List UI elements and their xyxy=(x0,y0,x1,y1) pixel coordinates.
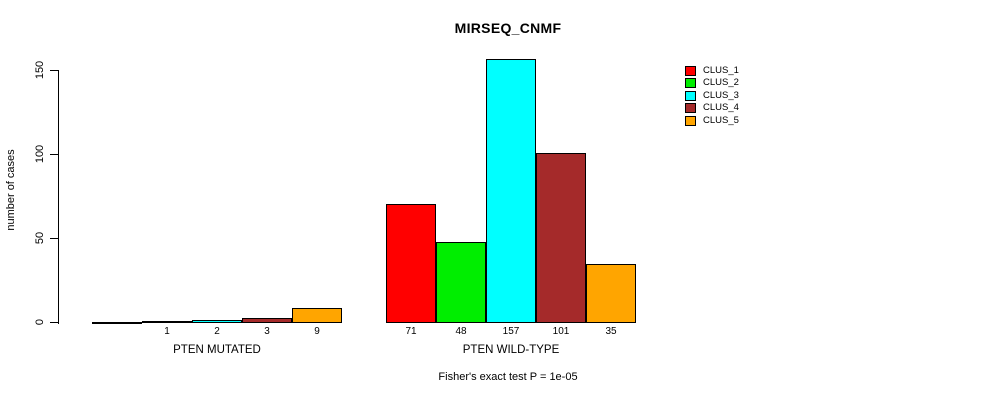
bar xyxy=(142,321,192,323)
y-axis-label: number of cases xyxy=(5,149,17,231)
legend-label: CLUS_1 xyxy=(703,65,739,76)
bar xyxy=(242,318,292,323)
y-tick xyxy=(50,154,58,155)
y-tick-label: 50 xyxy=(34,231,46,245)
bar xyxy=(192,320,242,323)
y-tick xyxy=(50,238,58,239)
group-label: PTEN MUTATED xyxy=(173,344,261,356)
bar-value-label: 101 xyxy=(552,326,570,337)
bar xyxy=(436,242,486,323)
bar xyxy=(486,59,536,323)
bar-value-label: 71 xyxy=(405,326,417,337)
legend-swatch xyxy=(685,103,696,114)
legend-swatch xyxy=(685,115,696,126)
y-tick xyxy=(50,322,58,323)
bar-value-label: 35 xyxy=(605,326,617,337)
legend-label: CLUS_2 xyxy=(703,77,739,89)
legend-swatch xyxy=(685,90,696,101)
y-axis-line xyxy=(58,70,59,324)
bar xyxy=(586,264,636,323)
legend-label: CLUS_4 xyxy=(703,102,739,114)
bar xyxy=(292,308,342,323)
y-tick-label: 100 xyxy=(34,144,46,164)
bar xyxy=(92,322,142,324)
y-tick xyxy=(50,70,58,71)
legend-label: CLUS_5 xyxy=(703,114,739,126)
bar xyxy=(536,153,586,323)
legend-label: CLUS_3 xyxy=(703,89,739,101)
legend-swatch xyxy=(685,78,696,89)
bar xyxy=(386,204,436,323)
y-tick-label: 0 xyxy=(34,318,46,326)
chart-title: MIRSEQ_CNMF xyxy=(454,20,562,36)
y-tick-label: 150 xyxy=(34,60,46,80)
bar-value-label: 48 xyxy=(455,326,467,337)
bar-value-label: 3 xyxy=(264,326,270,337)
annotation-text: Fisher's exact test P = 1e-05 xyxy=(438,371,578,383)
group-label: PTEN WILD-TYPE xyxy=(462,344,560,356)
bar-value-label: 9 xyxy=(314,326,320,337)
bar-value-label: 2 xyxy=(214,326,220,337)
legend-swatch xyxy=(685,66,696,76)
bar-value-label: 1 xyxy=(164,326,170,337)
bar-value-label: 157 xyxy=(502,326,520,337)
